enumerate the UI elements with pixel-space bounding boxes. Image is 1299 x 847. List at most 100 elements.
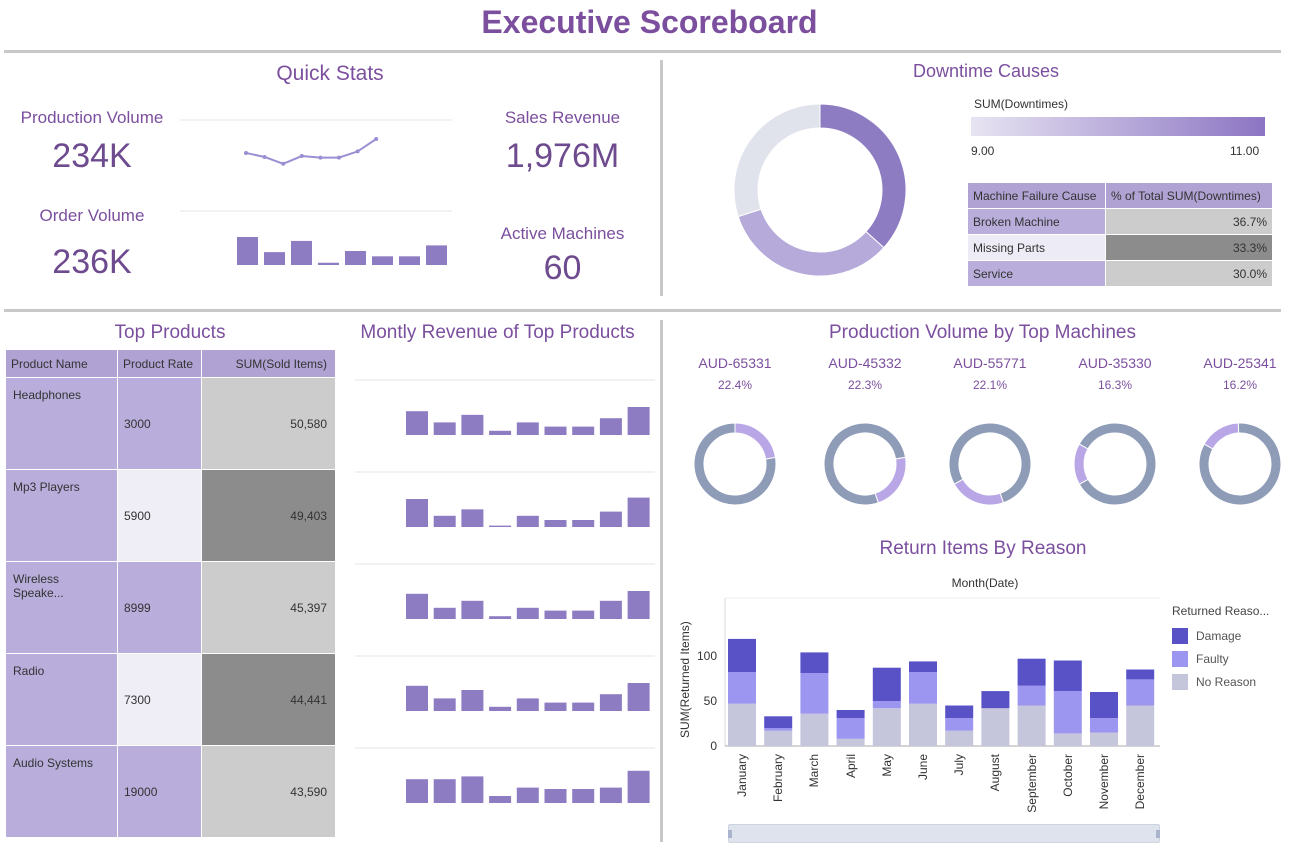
header-divider (4, 50, 1281, 53)
returns-scrollbar-left-handle[interactable] (728, 830, 732, 838)
machine-pct: 16.2% (1222, 378, 1258, 392)
bar-segment[interactable] (836, 738, 865, 746)
table-row[interactable]: Mp3 Players 5900 49,403 (5, 469, 336, 562)
revenue-bar (461, 414, 484, 435)
returns-stacked-bar-chart[interactable]: 0 50 100 (680, 596, 1165, 821)
bar-segment[interactable] (764, 716, 793, 728)
legend-label: Damage (1196, 628, 1242, 643)
legend-swatch (1172, 650, 1188, 667)
downtime-slice[interactable] (737, 208, 885, 277)
downtime-color-scale (971, 117, 1265, 136)
revenue-bar (406, 411, 428, 435)
bar-segment[interactable] (728, 703, 756, 746)
downtime-donut-chart[interactable] (730, 103, 910, 283)
x-tick-label: July (952, 754, 967, 776)
machine-donut[interactable] (1070, 419, 1160, 509)
machine-donut[interactable] (690, 419, 780, 509)
revenue-bar (572, 702, 595, 711)
bar-segment[interactable] (1053, 691, 1082, 734)
bar-segment[interactable] (872, 701, 901, 709)
returns-scrollbar[interactable] (728, 824, 1160, 843)
bar-segment[interactable] (728, 638, 756, 673)
order-volume-label: Order Volume (39, 206, 145, 225)
machine-donut[interactable] (945, 419, 1035, 509)
col-sold-items[interactable]: SUM(Sold Items) (201, 349, 336, 378)
machine-donut[interactable] (820, 419, 910, 509)
machine-name: AUD-45332 (828, 355, 902, 371)
table-row[interactable]: Radio 7300 44,441 (5, 653, 336, 746)
bar-segment[interactable] (1090, 692, 1118, 719)
bar-segment[interactable] (909, 672, 937, 704)
product-name: Headphones (5, 377, 118, 470)
downtime-col-cause: Machine Failure Cause (967, 182, 1106, 209)
order-bar-spark (264, 252, 285, 265)
bar-segment[interactable] (1017, 685, 1046, 706)
bar-segment[interactable] (1090, 732, 1118, 747)
bar-segment[interactable] (800, 652, 829, 674)
legend-item[interactable]: Faulty (1172, 647, 1297, 670)
downtime-row[interactable]: Service 30.0% (967, 260, 1273, 287)
x-tick-label: September (1024, 754, 1039, 813)
product-name: Mp3 Players (5, 469, 118, 562)
table-row[interactable]: Audio Systems 19000 43,590 (5, 745, 336, 838)
bar-segment[interactable] (945, 730, 974, 746)
revenue-bar (433, 698, 456, 711)
legend-item[interactable]: Damage (1172, 624, 1297, 647)
bar-segment[interactable] (945, 705, 974, 719)
bar-segment[interactable] (981, 708, 1010, 746)
col-product-name[interactable]: Product Name (5, 349, 118, 378)
bar-segment[interactable] (1017, 705, 1046, 747)
machine-donut[interactable] (1195, 419, 1285, 509)
legend-item[interactable]: No Reason (1172, 670, 1297, 693)
bar-segment[interactable] (1053, 733, 1082, 746)
x-tick-label: February (771, 754, 786, 803)
bar-segment[interactable] (800, 673, 829, 714)
returns-scrollbar-right-handle[interactable] (1156, 830, 1160, 838)
downtime-slice[interactable] (819, 103, 907, 249)
bar-segment[interactable] (872, 667, 901, 701)
revenue-bar (544, 789, 567, 803)
top-products-table: Product Name Product Rate SUM(Sold Items… (5, 349, 336, 838)
bar-segment[interactable] (909, 661, 937, 673)
downtime-row[interactable]: Broken Machine 36.7% (967, 208, 1273, 235)
product-name: Radio (5, 653, 118, 746)
x-tick-label: October (1060, 754, 1075, 797)
bar-segment[interactable] (945, 718, 974, 731)
downtime-row[interactable]: Missing Parts 33.3% (967, 234, 1273, 261)
downtime-scale-label: SUM(Downtimes) (974, 97, 1069, 111)
bar-segment[interactable] (1017, 658, 1046, 686)
bar-segment[interactable] (836, 710, 865, 719)
bar-segment[interactable] (981, 691, 1010, 709)
revenue-bar (544, 520, 567, 527)
bar-segment[interactable] (1090, 718, 1118, 733)
spark-point (374, 137, 379, 141)
bar-segment[interactable] (1126, 705, 1155, 747)
bar-segment[interactable] (836, 718, 865, 739)
revenue-bar (489, 616, 512, 619)
sold-items: 49,403 (201, 469, 336, 562)
table-row[interactable]: Wireless Speake... 8999 45,397 (5, 561, 336, 654)
machine-name: AUD-35330 (1078, 355, 1152, 371)
bar-segment[interactable] (800, 713, 829, 746)
downtime-slice[interactable] (733, 103, 821, 218)
bar-segment[interactable] (764, 730, 793, 746)
bar-segment[interactable] (1126, 669, 1155, 680)
revenue-bar (544, 610, 567, 619)
order-bar-spark (345, 251, 366, 265)
downtime-pct: 36.7% (1105, 208, 1273, 235)
bar-segment[interactable] (872, 708, 901, 746)
machine-pct: 22.4% (717, 378, 753, 392)
revenue-bar (406, 685, 428, 711)
revenue-bar (599, 600, 622, 619)
bar-segment[interactable] (764, 728, 793, 731)
x-tick-label: March (807, 754, 822, 788)
table-row[interactable]: Headphones 3000 50,580 (5, 377, 336, 470)
sold-items: 50,580 (201, 377, 336, 470)
bar-segment[interactable] (1053, 660, 1082, 692)
sales-revenue-label: Sales Revenue (504, 108, 621, 127)
bar-segment[interactable] (1126, 679, 1155, 706)
bar-segment[interactable] (728, 672, 756, 704)
col-product-rate[interactable]: Product Rate (117, 349, 202, 378)
revenue-bar (461, 690, 484, 711)
bar-segment[interactable] (909, 703, 937, 746)
